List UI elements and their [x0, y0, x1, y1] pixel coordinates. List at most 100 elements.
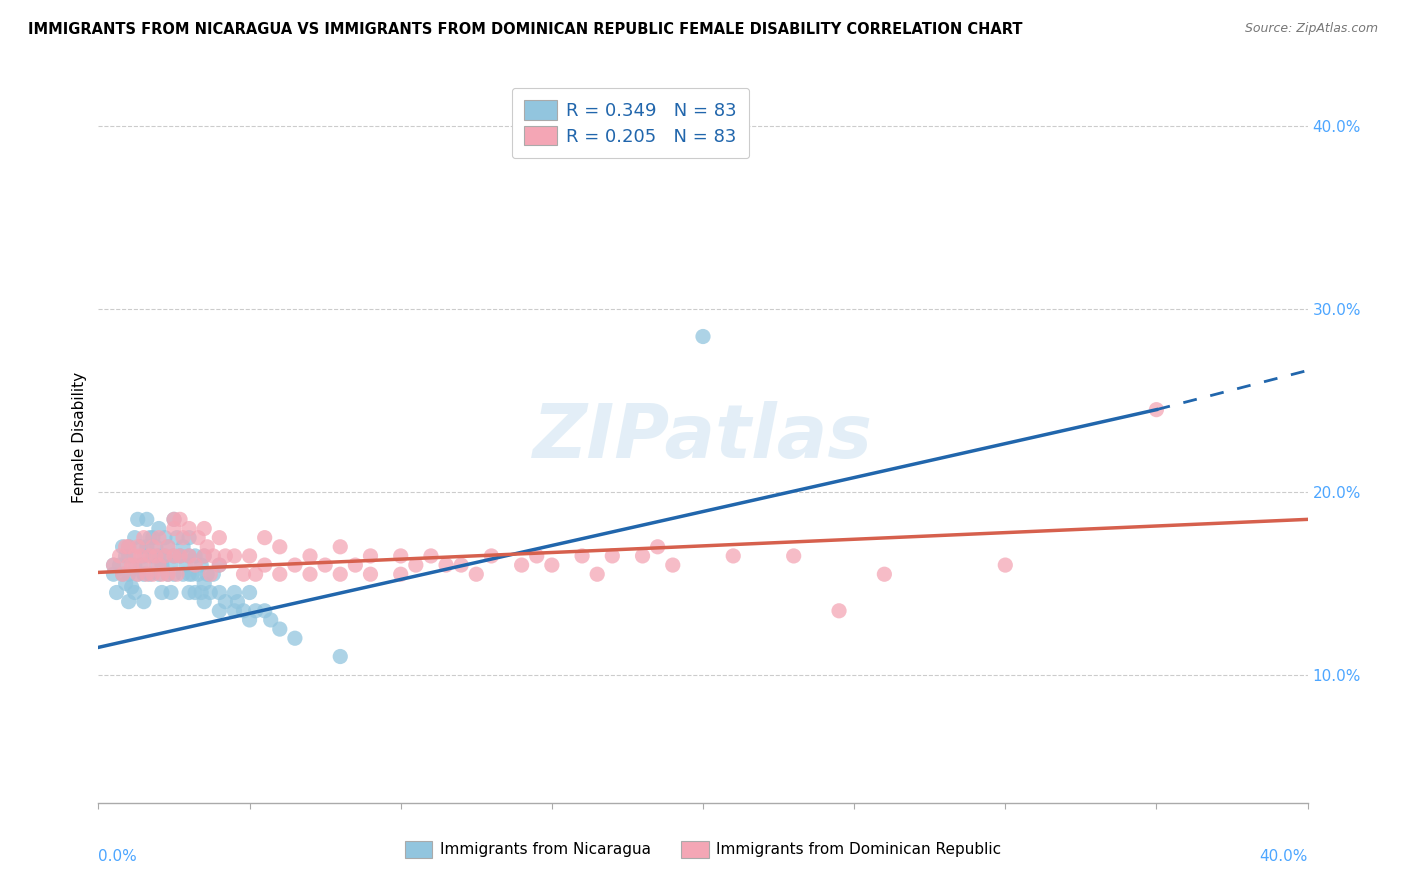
Point: [163, 549, 186, 563]
Point: [481, 549, 503, 563]
Point: [193, 521, 215, 535]
Point: [148, 521, 170, 535]
Point: [160, 558, 183, 573]
Point: [118, 549, 141, 563]
Text: 40.0%: 40.0%: [1260, 848, 1308, 863]
Point: [179, 531, 201, 545]
Point: [121, 558, 143, 573]
Point: [124, 558, 146, 573]
Point: [172, 531, 194, 545]
Point: [156, 540, 179, 554]
Point: [299, 567, 322, 582]
Point: [450, 558, 472, 573]
Point: [828, 604, 851, 618]
Point: [132, 594, 155, 608]
Point: [193, 549, 215, 563]
Point: [145, 549, 167, 563]
Point: [202, 549, 225, 563]
Point: [103, 558, 125, 573]
Point: [184, 558, 207, 573]
Point: [190, 585, 212, 599]
Point: [139, 549, 162, 563]
Point: [202, 567, 225, 582]
Point: [118, 567, 141, 582]
Point: [314, 558, 336, 573]
Point: [172, 540, 194, 554]
Point: [169, 512, 191, 526]
Point: [214, 594, 236, 608]
Point: [145, 558, 167, 573]
Point: [127, 540, 149, 554]
Point: [329, 540, 352, 554]
Point: [150, 567, 173, 582]
Legend: Immigrants from Nicaragua, Immigrants from Dominican Republic: Immigrants from Nicaragua, Immigrants fr…: [394, 830, 1012, 868]
Point: [163, 549, 186, 563]
Point: [111, 567, 134, 582]
Point: [132, 531, 155, 545]
Point: [510, 558, 533, 573]
Point: [193, 594, 215, 608]
Point: [132, 549, 155, 563]
Point: [181, 567, 204, 582]
Point: [121, 580, 143, 594]
Point: [208, 585, 231, 599]
Point: [118, 594, 141, 608]
Point: [103, 558, 125, 573]
Point: [232, 604, 254, 618]
Point: [114, 576, 136, 591]
Point: [631, 549, 654, 563]
Text: 0.0%: 0.0%: [98, 848, 138, 863]
Point: [163, 512, 186, 526]
Point: [239, 585, 262, 599]
Point: [148, 558, 170, 573]
Point: [135, 567, 157, 582]
Point: [193, 576, 215, 591]
Point: [127, 567, 149, 582]
Point: [111, 540, 134, 554]
Point: [114, 549, 136, 563]
Point: [118, 540, 141, 554]
Point: [129, 558, 152, 573]
Point: [156, 540, 179, 554]
Point: [434, 558, 457, 573]
Point: [166, 567, 188, 582]
Point: [245, 604, 267, 618]
Text: ZIPatlas: ZIPatlas: [533, 401, 873, 474]
Point: [602, 549, 624, 563]
Point: [118, 558, 141, 573]
Point: [129, 549, 152, 563]
Point: [783, 549, 806, 563]
Point: [187, 531, 209, 545]
Point: [208, 558, 231, 573]
Point: [148, 567, 170, 582]
Point: [160, 585, 183, 599]
Point: [465, 567, 488, 582]
Point: [139, 567, 162, 582]
Point: [156, 567, 179, 582]
Point: [329, 649, 352, 664]
Point: [166, 531, 188, 545]
Point: [540, 558, 562, 573]
Point: [214, 549, 236, 563]
Point: [153, 549, 176, 563]
Point: [226, 594, 249, 608]
Point: [139, 531, 162, 545]
Point: [224, 604, 246, 618]
Point: [179, 585, 201, 599]
Text: IMMIGRANTS FROM NICARAGUA VS IMMIGRANTS FROM DOMINICAN REPUBLIC FEMALE DISABILIT: IMMIGRANTS FROM NICARAGUA VS IMMIGRANTS …: [28, 22, 1022, 37]
Point: [148, 531, 170, 545]
Point: [163, 512, 186, 526]
Point: [142, 549, 165, 563]
Point: [269, 567, 291, 582]
Point: [193, 549, 215, 563]
Point: [245, 567, 267, 582]
Point: [153, 549, 176, 563]
Point: [208, 531, 231, 545]
Point: [127, 512, 149, 526]
Point: [127, 567, 149, 582]
Point: [647, 540, 669, 554]
Point: [124, 549, 146, 563]
Point: [224, 585, 246, 599]
Point: [135, 512, 157, 526]
Point: [208, 604, 231, 618]
